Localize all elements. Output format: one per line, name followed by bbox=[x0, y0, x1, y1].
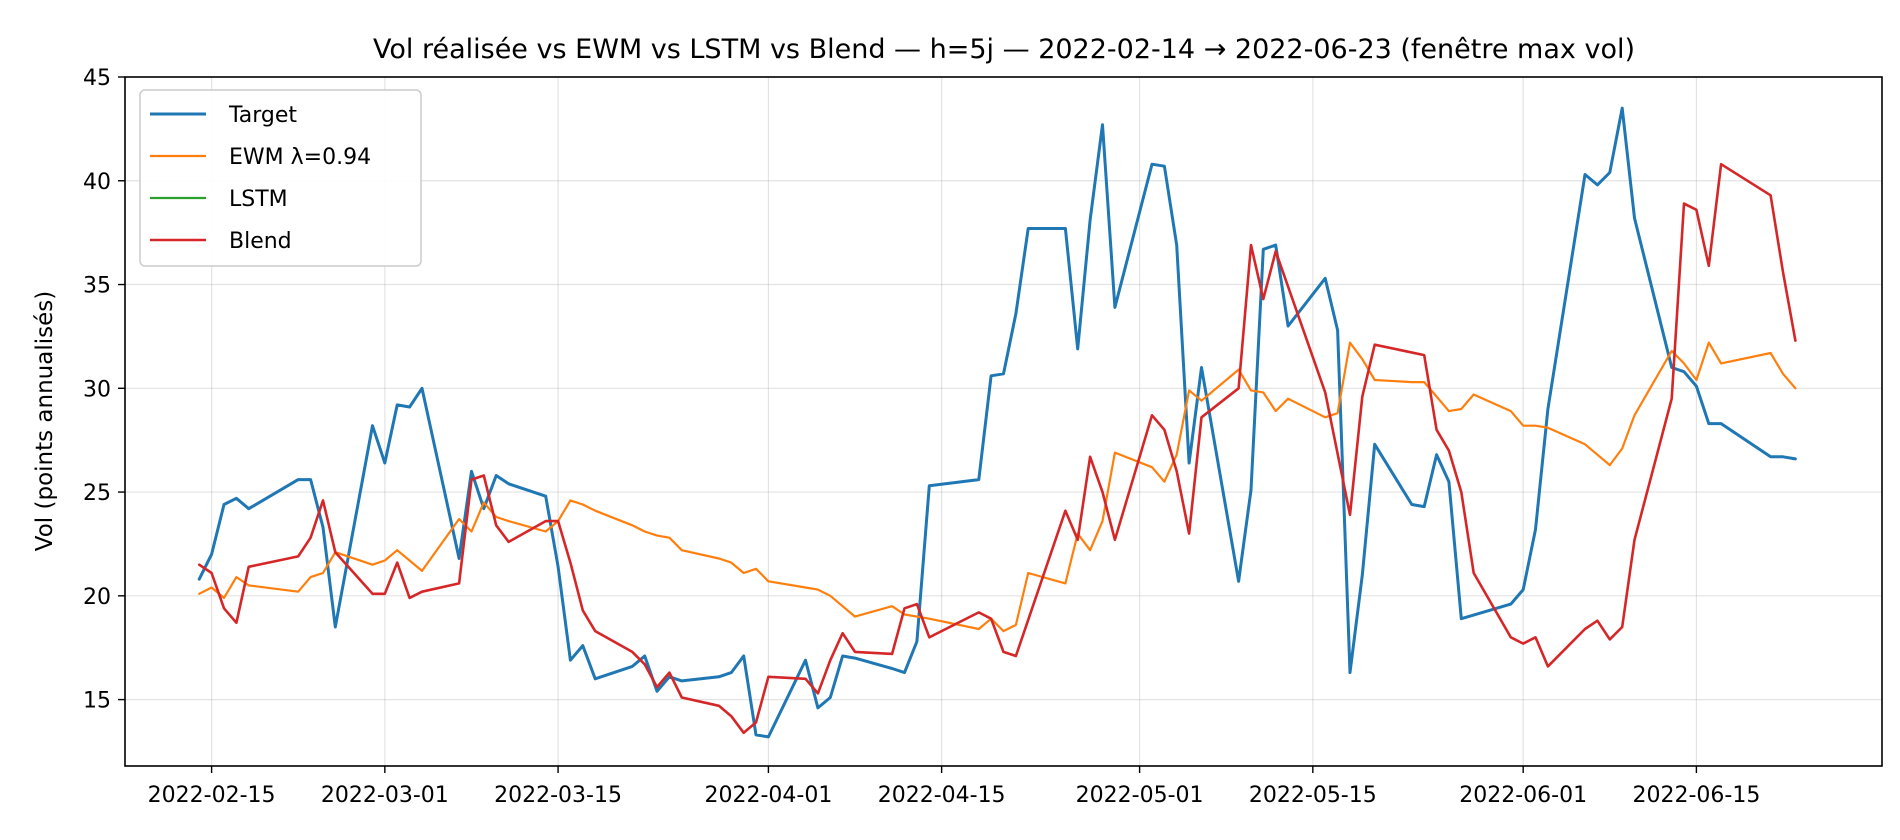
x-tick-label: 2022-06-01 bbox=[1459, 783, 1587, 808]
y-tick-label: 25 bbox=[83, 481, 111, 506]
series-line-3 bbox=[197, 162, 1797, 735]
series-line-0 bbox=[197, 106, 1797, 739]
legend-label: Blend bbox=[229, 229, 292, 254]
y-tick-label: 35 bbox=[83, 274, 111, 299]
x-tick-label: 2022-05-15 bbox=[1249, 783, 1377, 808]
y-tick-label: 45 bbox=[83, 66, 111, 91]
legend-label: LSTM bbox=[229, 187, 288, 212]
chart-title: Vol réalisée vs EWM vs LSTM vs Blend — h… bbox=[373, 34, 1635, 65]
y-axis: 15 20 25 30 35 40 45 bbox=[83, 66, 125, 714]
y-tick-label: 15 bbox=[83, 689, 111, 714]
legend-label: EWM λ=0.94 bbox=[229, 145, 371, 170]
y-tick-label: 40 bbox=[83, 170, 111, 195]
plot-frame bbox=[124, 76, 1883, 767]
grid bbox=[125, 76, 1882, 766]
x-tick-label: 2022-02-15 bbox=[148, 783, 276, 808]
series-line-1 bbox=[198, 341, 1797, 633]
x-tick-label: 2022-05-01 bbox=[1076, 783, 1204, 808]
series-layer bbox=[197, 106, 1797, 739]
x-tick-label: 2022-06-15 bbox=[1632, 783, 1760, 808]
x-tick-label: 2022-04-15 bbox=[878, 783, 1006, 808]
y-tick-label: 30 bbox=[83, 377, 111, 402]
x-tick-label: 2022-03-15 bbox=[494, 783, 622, 808]
y-axis-label: Vol (points annualisés) bbox=[32, 291, 58, 551]
legend-box bbox=[139, 89, 422, 267]
legend: Target EWM λ=0.94 LSTM Blend bbox=[139, 89, 422, 267]
x-tick-label: 2022-04-01 bbox=[704, 783, 832, 808]
y-tick-label: 20 bbox=[83, 585, 111, 610]
legend-label: Target bbox=[228, 103, 297, 128]
x-axis: 2022-02-15 2022-03-01 2022-03-15 2022-04-01… bbox=[148, 766, 1760, 808]
x-tick-label: 2022-03-01 bbox=[321, 783, 449, 808]
